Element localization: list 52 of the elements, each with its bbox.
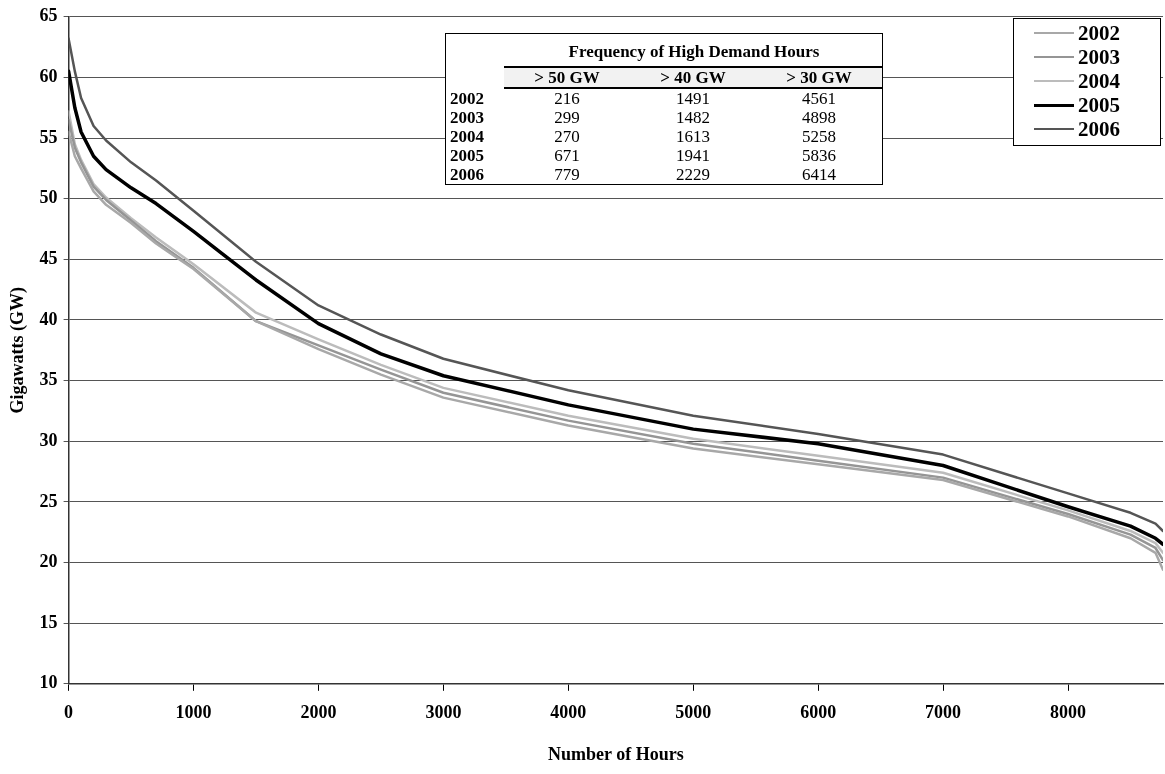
x-tick-label: 0: [64, 702, 74, 723]
annotation: 1613: [675, 127, 711, 146]
annotation: 2005: [449, 146, 485, 165]
annotation: 6414: [801, 165, 837, 184]
legend-label: 2006: [1078, 116, 1120, 142]
legend-label: 2003: [1078, 44, 1120, 70]
annotation: 216: [553, 88, 581, 108]
x-axis-title: Number of Hours: [547, 743, 684, 764]
annotation: 270: [553, 127, 581, 146]
annotation: 2006: [449, 165, 485, 184]
annotation: > 50 GW: [504, 67, 630, 88]
y-tick-label: 55: [39, 126, 58, 147]
annotation: 4898: [801, 108, 837, 127]
y-tick-label: 65: [39, 5, 58, 26]
y-tick-label: 45: [39, 248, 58, 268]
y-tick-label: 10: [39, 672, 58, 693]
legend-label: 2002: [1078, 20, 1120, 46]
annotation: 2004: [449, 127, 485, 146]
x-tick-label: 5000: [675, 702, 712, 723]
annotation: 299: [553, 108, 581, 127]
y-tick-label: 50: [39, 187, 58, 208]
x-tick-label: 4000: [550, 702, 587, 723]
annotation: 671: [553, 146, 581, 165]
annotation: Frequency of High Demand Hours: [567, 41, 821, 63]
y-axis-title: Gigawatts (GW): [7, 287, 29, 414]
annotation: 4561: [801, 88, 837, 108]
annotation: 5258: [801, 127, 837, 146]
annotation: 2003: [449, 108, 485, 127]
annotation: > 40 GW: [630, 67, 756, 88]
annotation: 2002: [449, 88, 485, 108]
x-tick-label: 6000: [800, 702, 837, 723]
y-tick-label: 35: [39, 369, 58, 390]
annotation: 779: [553, 165, 581, 184]
x-tick-label: 1000: [175, 702, 212, 723]
legend-label: 2005: [1078, 92, 1120, 118]
annotation: 1941: [675, 146, 711, 165]
y-tick-label: 15: [39, 611, 58, 632]
annotation: > 30 GW: [756, 67, 882, 88]
x-tick-label: 7000: [925, 702, 962, 723]
annotation: 5836: [801, 146, 837, 165]
y-tick-label: 60: [39, 66, 58, 87]
legend-label: 2004: [1078, 68, 1120, 94]
y-tick-label: 40: [39, 308, 58, 329]
y-tick-label: 20: [39, 551, 58, 572]
y-tick-label: 25: [39, 490, 58, 511]
x-tick-label: 8000: [1050, 702, 1087, 723]
annotation: 1491: [675, 88, 711, 108]
annotation: 1482: [675, 108, 711, 127]
x-tick-label: 2000: [300, 702, 337, 723]
x-tick-label: 3000: [425, 702, 462, 723]
annotation: 2229: [675, 165, 711, 184]
y-tick-label: 30: [39, 429, 58, 450]
